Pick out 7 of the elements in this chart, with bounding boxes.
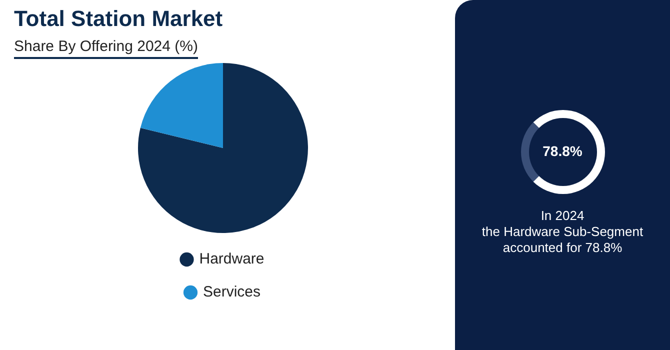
legend-label: Services: [202, 284, 261, 301]
legend-label: Hardware: [199, 250, 264, 268]
chart-title: Total Station Market: [14, 6, 223, 32]
text: the Hardware Sub-Segment accounted for 78.8%: [480, 224, 644, 256]
text: 78.8%: [542, 143, 584, 159]
text: In 2024: [540, 208, 586, 224]
chart-subtitle: Share By Offering 2024 (%): [14, 38, 198, 59]
